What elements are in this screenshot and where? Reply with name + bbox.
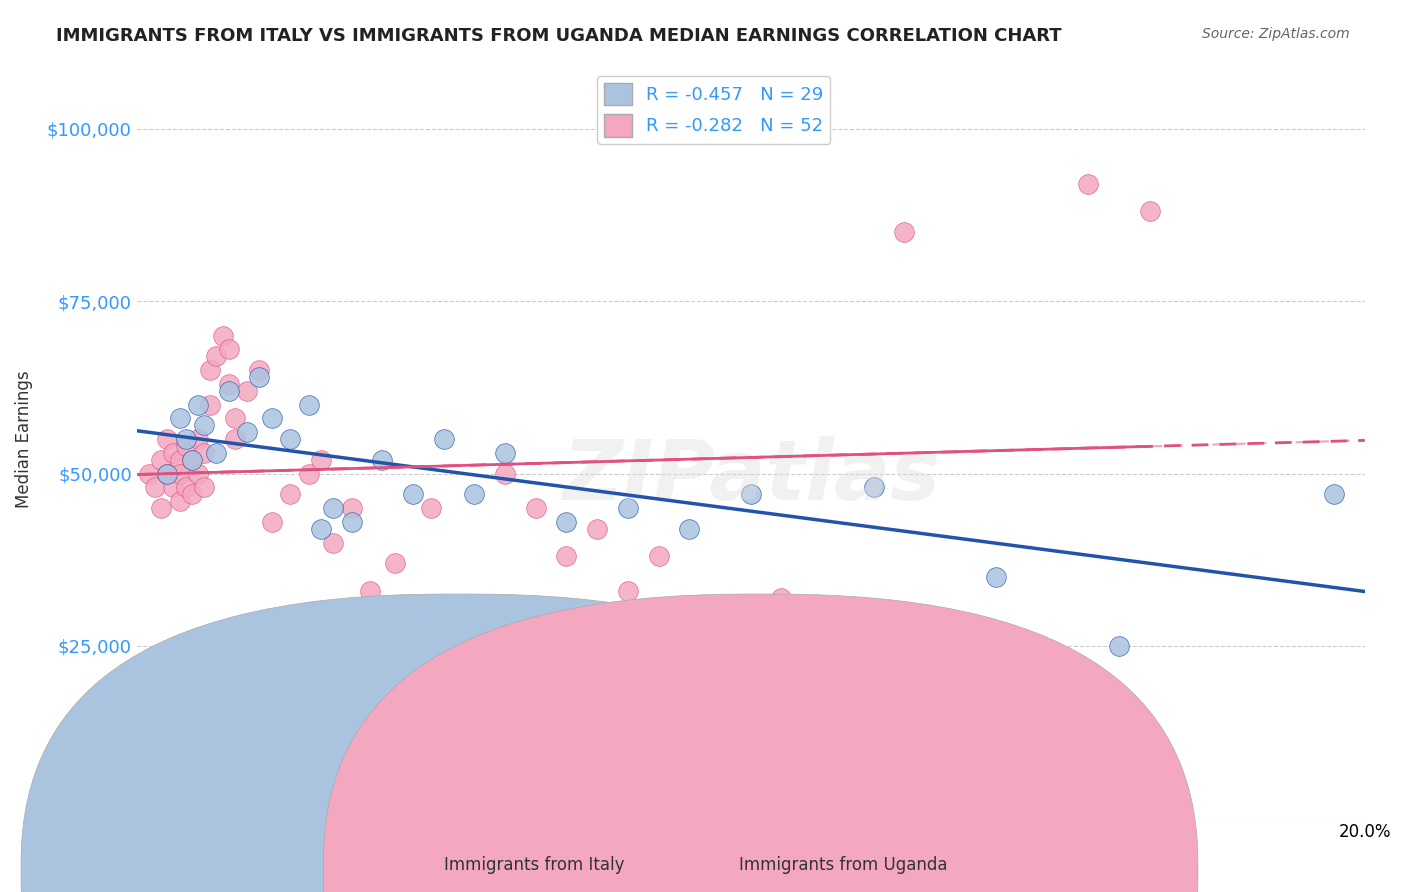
Point [340, 501, 363, 516]
Point [359, 583, 381, 598]
Point [309, 452, 332, 467]
Point [402, 487, 425, 501]
Point [205, 349, 228, 363]
Point [193, 480, 215, 494]
Point [278, 432, 301, 446]
Point [1108, 639, 1130, 653]
Point [236, 384, 259, 398]
Point [986, 570, 1008, 584]
Point [200, 398, 222, 412]
Point [463, 487, 485, 501]
Point [740, 618, 762, 632]
Point [1323, 487, 1346, 501]
Text: Immigrants from Italy: Immigrants from Italy [444, 856, 624, 874]
Point [169, 411, 191, 425]
Point [444, 605, 467, 619]
Point [384, 556, 406, 570]
Point [187, 432, 209, 446]
Point [187, 398, 209, 412]
Text: Immigrants from Uganda: Immigrants from Uganda [740, 856, 948, 874]
Point [678, 598, 700, 612]
Point [174, 439, 197, 453]
Point [169, 494, 191, 508]
Point [309, 522, 332, 536]
Point [224, 411, 246, 425]
Point [494, 467, 516, 481]
Point [187, 467, 209, 481]
Point [162, 446, 184, 460]
Text: IMMIGRANTS FROM ITALY VS IMMIGRANTS FROM UGANDA MEDIAN EARNINGS CORRELATION CHAR: IMMIGRANTS FROM ITALY VS IMMIGRANTS FROM… [56, 27, 1062, 45]
Point [162, 480, 184, 494]
Point [249, 370, 271, 384]
Point [524, 501, 547, 516]
Text: Source: ZipAtlas.com: Source: ZipAtlas.com [1202, 27, 1350, 41]
Point [193, 418, 215, 433]
Point [678, 522, 700, 536]
Point [617, 501, 640, 516]
Point [180, 452, 202, 467]
Point [893, 225, 915, 239]
Point [169, 452, 191, 467]
Point [150, 501, 173, 516]
Point [249, 363, 271, 377]
Point [156, 467, 179, 481]
Point [801, 625, 824, 640]
Point [555, 515, 578, 529]
Point [138, 467, 160, 481]
Point [143, 480, 166, 494]
Point [647, 549, 669, 564]
Point [770, 591, 793, 605]
Point [218, 376, 240, 391]
Legend: R = -0.457   N = 29, R = -0.282   N = 52: R = -0.457 N = 29, R = -0.282 N = 52 [598, 76, 831, 144]
Point [200, 363, 222, 377]
Point [156, 467, 179, 481]
Point [180, 487, 202, 501]
Point [862, 480, 884, 494]
Point [150, 452, 173, 467]
Point [205, 446, 228, 460]
Point [322, 535, 344, 549]
Point [420, 501, 443, 516]
Point [297, 467, 319, 481]
Point [586, 522, 609, 536]
Point [174, 432, 197, 446]
Point [169, 467, 191, 481]
Point [211, 328, 233, 343]
Point [740, 487, 762, 501]
Point [1077, 177, 1099, 191]
Point [278, 487, 301, 501]
Point [494, 446, 516, 460]
Text: ZIPatlas: ZIPatlas [562, 436, 939, 517]
Point [236, 425, 259, 439]
Point [260, 411, 283, 425]
Point [156, 432, 179, 446]
Point [297, 398, 319, 412]
Point [617, 583, 640, 598]
Point [340, 515, 363, 529]
Point [433, 432, 456, 446]
Point [371, 452, 394, 467]
Point [224, 432, 246, 446]
Point [180, 452, 202, 467]
Point [193, 446, 215, 460]
Point [218, 343, 240, 357]
Y-axis label: Median Earnings: Median Earnings [15, 370, 32, 508]
Point [218, 384, 240, 398]
Point [1139, 204, 1161, 219]
Point [260, 515, 283, 529]
Point [322, 501, 344, 516]
Point [555, 549, 578, 564]
Point [174, 480, 197, 494]
